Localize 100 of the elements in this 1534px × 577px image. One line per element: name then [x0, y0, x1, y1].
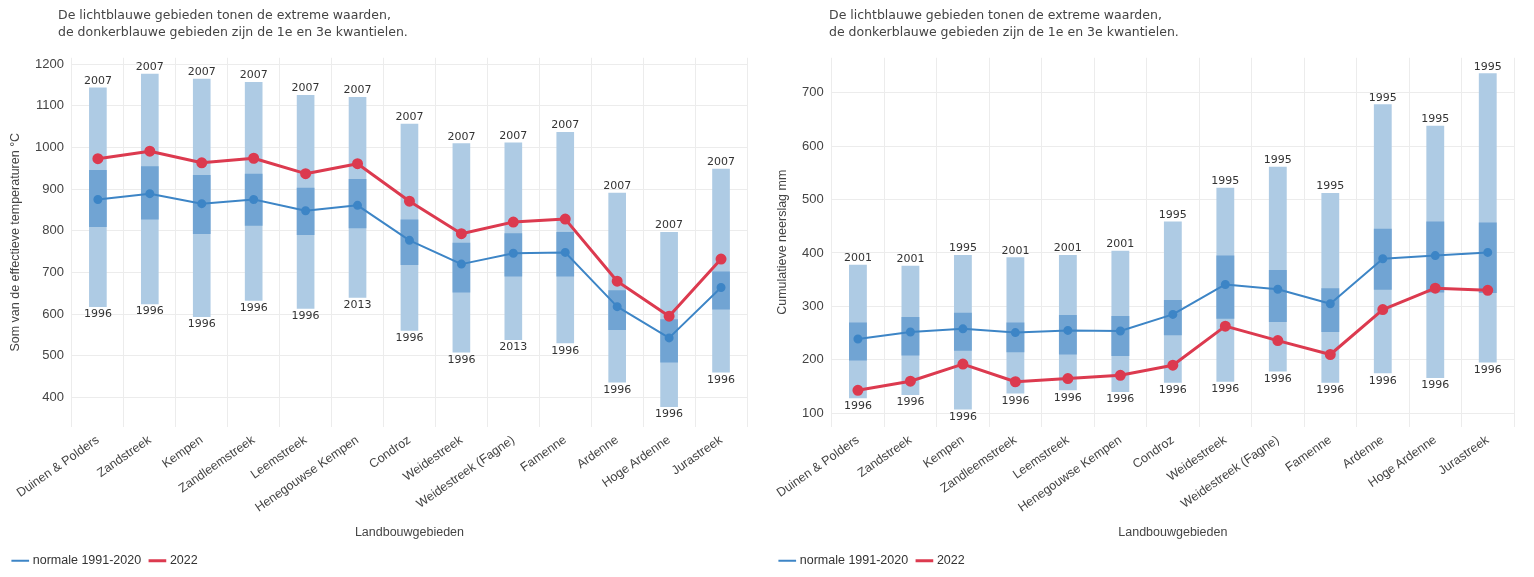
point: [611, 275, 623, 287]
annotation: 2007: [83, 73, 112, 87]
annotation: 1996: [603, 382, 632, 396]
annotation: 2007: [395, 110, 424, 124]
y-tick-label: 200: [801, 351, 824, 367]
bar: [192, 174, 211, 235]
bar: [1373, 228, 1392, 290]
point: [663, 310, 675, 322]
y-tick-label: 500: [42, 347, 64, 363]
y-tick-label: 100: [801, 404, 824, 420]
point: [507, 216, 519, 228]
annotation: 1996: [1001, 393, 1030, 407]
annotation: 2007: [291, 81, 320, 95]
point: [560, 247, 570, 257]
point: [1482, 284, 1494, 296]
annotation: 1995: [1473, 59, 1502, 73]
y-tick-label: 600: [801, 137, 824, 153]
point: [1167, 359, 1179, 371]
x-axis-title: Landbouwgebieden: [354, 525, 465, 540]
annotation: 1996: [291, 309, 320, 323]
point: [196, 157, 208, 169]
annotation: 2007: [447, 129, 476, 143]
point: [403, 195, 415, 207]
annotation: 1995: [1211, 174, 1240, 188]
annotation: 1996: [1368, 373, 1397, 387]
y-tick-label: 700: [801, 84, 824, 100]
y-axis-title: Som van de effectieve temperaturen °C: [7, 132, 22, 352]
point: [145, 189, 155, 199]
point: [1377, 304, 1389, 316]
annotation: 1996: [1473, 362, 1502, 376]
point: [1273, 284, 1283, 294]
point: [197, 199, 207, 209]
point: [904, 375, 916, 387]
point: [1483, 247, 1493, 257]
bar: [140, 166, 159, 220]
annotation: 1996: [447, 352, 476, 366]
annotation: 2007: [239, 68, 268, 82]
y-tick-label: 400: [42, 389, 64, 405]
annotation: 1996: [1158, 383, 1187, 397]
chart-title: De lichtblauwe gebieden tonen de extreme waarden, de donkerblauwe gebieden zijn de 1e en 3e kwantielen.: [829, 6, 1179, 40]
annotation: 2013: [343, 298, 372, 312]
annotation: 1995: [1421, 112, 1450, 126]
legend-label: 2022: [169, 553, 198, 568]
point: [300, 168, 312, 180]
y-tick-label: 600: [42, 305, 64, 321]
point: [301, 206, 311, 216]
annotation: 1995: [1263, 153, 1292, 167]
annotation: 1995: [948, 241, 977, 255]
y-tick-label: 1200: [35, 55, 64, 71]
point: [144, 145, 156, 157]
point: [455, 228, 467, 240]
annotation: 1996: [655, 407, 684, 421]
annotation: 2007: [551, 118, 580, 132]
point: [248, 152, 260, 164]
point: [1219, 320, 1231, 332]
annotation: 2007: [655, 218, 684, 232]
point: [456, 259, 466, 269]
point: [957, 358, 969, 370]
y-tick-label: 400: [801, 244, 824, 260]
annotation: 1995: [1368, 90, 1397, 104]
annotation: 2001: [843, 251, 872, 265]
point: [1429, 282, 1441, 294]
bar: [1216, 255, 1235, 319]
annotation: 2007: [499, 128, 528, 142]
x-axis-title: Landbouwgebieden: [1118, 525, 1228, 540]
annotation: 1996: [1211, 382, 1240, 396]
point: [1272, 335, 1284, 347]
annotation: 2001: [1001, 243, 1030, 257]
annotation: 2007: [343, 83, 372, 97]
annotation: 1995: [1158, 207, 1187, 221]
annotation: 2007: [135, 60, 164, 73]
annotation: 1996: [187, 317, 216, 331]
y-tick-label: 500: [801, 191, 824, 207]
point: [508, 248, 518, 258]
annotation: 1996: [395, 331, 424, 345]
annotation: 1995: [1316, 179, 1345, 193]
point: [249, 195, 259, 205]
point: [664, 333, 674, 343]
annotation: 1996: [896, 395, 925, 409]
annotation: 1996: [1053, 390, 1082, 404]
point: [1220, 279, 1230, 289]
point: [852, 384, 864, 396]
annotation: 1996: [1106, 392, 1135, 406]
annotation: 2001: [1106, 237, 1135, 251]
annotation: 2001: [896, 252, 925, 266]
annotation: 1996: [83, 307, 112, 321]
point: [559, 213, 571, 225]
y-tick-label: 900: [42, 180, 64, 196]
point: [715, 253, 727, 265]
legend-label: normale 1991-2020: [799, 553, 909, 568]
annotation: 2007: [707, 155, 736, 169]
annotation: 1996: [707, 372, 736, 386]
annotation: 1996: [843, 398, 872, 412]
y-tick-label: 1100: [35, 97, 64, 113]
annotation: 2013: [499, 340, 528, 354]
point: [1324, 349, 1336, 360]
point: [1325, 299, 1335, 309]
annotation: 1996: [551, 343, 580, 357]
legend-label: 2022: [936, 553, 965, 568]
annotation: 1996: [135, 304, 164, 318]
